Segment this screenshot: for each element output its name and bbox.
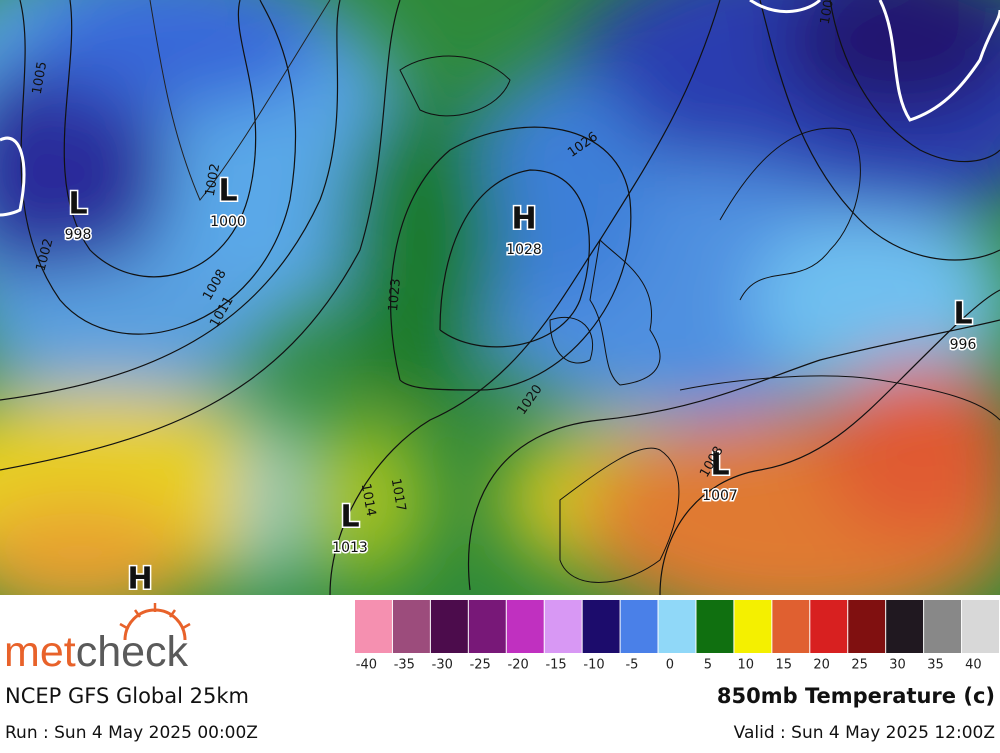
pressure-value: 1013 <box>332 540 368 556</box>
legend-swatch <box>392 600 430 653</box>
legend-tick-label: 15 <box>775 658 792 673</box>
logo-check: check <box>76 628 189 676</box>
pressure-value: 1028 <box>506 242 542 258</box>
legend-swatch <box>772 600 810 653</box>
legend-tick-label: 20 <box>813 658 830 673</box>
pressure-value: 1007 <box>702 488 738 504</box>
isobar-label: 1017 <box>388 477 409 512</box>
legend-tick-label: 5 <box>704 658 712 673</box>
pressure-symbol: L <box>68 187 87 222</box>
map: L 998 L 1000 H 1028 L 996 L 1007 L 1013 H 1005 1002 10… <box>0 0 1000 597</box>
legend-tick-label: -15 <box>545 658 566 673</box>
legend-swatch <box>658 600 696 653</box>
run-time: Run : Sun 4 May 2025 00:00Z <box>5 723 258 743</box>
legend-tick-label: 0 <box>666 658 674 673</box>
isobar-label: 1014 <box>358 482 379 517</box>
pressure-value: 998 <box>65 227 92 243</box>
legend-tick-label: -35 <box>394 658 415 673</box>
legend-swatch <box>430 600 468 653</box>
isobar-label: 1002 <box>203 162 224 197</box>
pressure-symbol: L <box>218 174 237 209</box>
legend-swatch <box>582 600 620 653</box>
legend-tick-label: 10 <box>738 658 755 673</box>
legend-swatch <box>355 600 392 653</box>
pressure-symbol: L <box>953 297 972 332</box>
isobar-label: 1005 <box>818 0 839 26</box>
legend-swatch <box>848 600 886 653</box>
legend-swatch <box>544 600 582 653</box>
legend-swatch <box>962 600 999 653</box>
legend-tick-label: -20 <box>508 658 529 673</box>
legend-swatch <box>886 600 924 653</box>
pressure-symbol: L <box>710 448 729 483</box>
legend-swatch <box>506 600 544 653</box>
pressure-value: 1000 <box>210 214 246 230</box>
pressure-symbol: H <box>127 562 152 597</box>
legend-tick-label: -30 <box>432 658 453 673</box>
legend-swatch <box>620 600 658 653</box>
legend-swatch <box>468 600 506 653</box>
legend-tick-label: -5 <box>625 658 638 673</box>
legend-swatch <box>924 600 962 653</box>
legend-tick-label: 40 <box>965 658 982 673</box>
isobars <box>0 0 1000 595</box>
legend-swatch <box>696 600 734 653</box>
legend-swatch <box>810 600 848 653</box>
coastlines <box>149 0 1000 583</box>
logo-met: met <box>4 628 76 676</box>
legend-tick-label: 25 <box>851 658 868 673</box>
legend-tick-label: -40 <box>356 658 377 673</box>
pressure-symbol: L <box>340 500 359 535</box>
logo-sun <box>119 603 191 641</box>
isobar-label: 1023 <box>386 278 404 312</box>
field-name: 850mb Temperature (c) <box>717 684 995 708</box>
legend-tick-label: 30 <box>889 658 906 673</box>
legend-tick-label: -10 <box>583 658 604 673</box>
logo: metcheck <box>4 628 189 676</box>
model-name: NCEP GFS Global 25km <box>5 684 249 708</box>
pressure-value: 996 <box>950 337 977 353</box>
pressure-symbol: H <box>511 202 536 237</box>
valid-time: Valid : Sun 4 May 2025 12:00Z <box>734 723 995 743</box>
isobar-label: 1005 <box>30 60 51 95</box>
ice-edges <box>0 0 1000 217</box>
legend-tick-label: -25 <box>470 658 491 673</box>
legend-swatch <box>734 600 772 653</box>
legend-tick-label: 35 <box>927 658 944 673</box>
